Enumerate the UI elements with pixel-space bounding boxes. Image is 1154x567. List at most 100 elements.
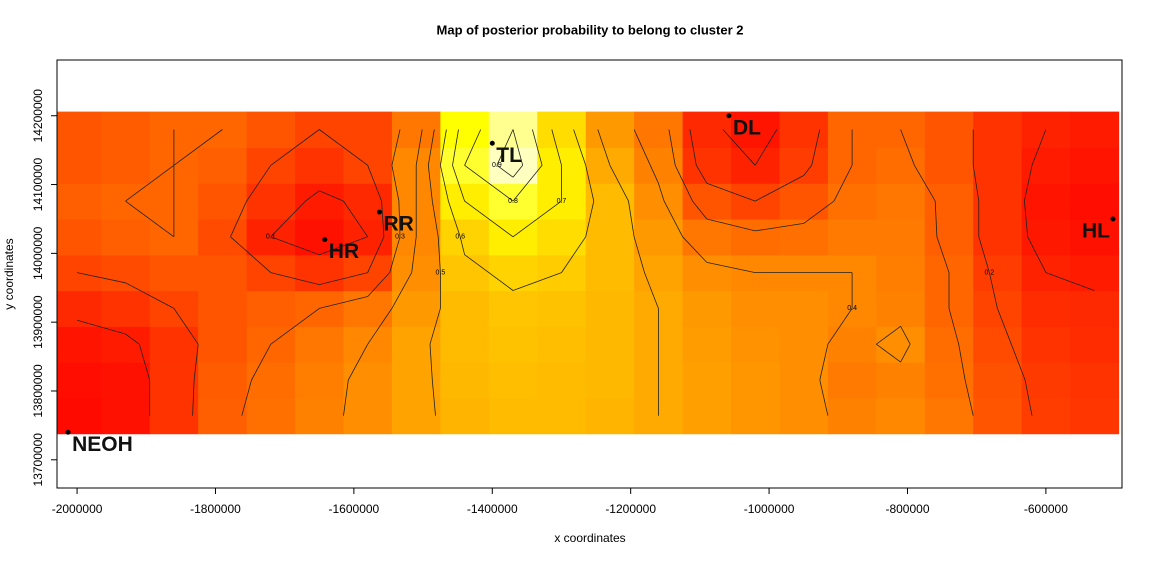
heat-cell [827,397,877,435]
heat-cell [198,362,248,399]
x-tick-label: -1200000 [605,502,656,516]
contour-label: 0.7 [557,198,567,205]
site-label: NEOH [72,433,133,456]
heat-cell [634,254,684,292]
heat-cell [537,326,587,363]
heat-cell [779,397,829,435]
heat-cell [1070,218,1120,256]
heat-cell [779,147,829,184]
heat-cell [57,326,102,363]
contour-label: 0.4 [847,305,857,312]
heat-cell [391,254,441,292]
contour-label: 0.8 [508,198,518,205]
heat-cell [876,254,926,292]
heat-cell [101,111,151,148]
heat-cell [488,362,538,399]
heat-cell [924,111,974,148]
site-label: RR [383,213,413,236]
heat-cell [198,111,248,148]
heat-cell [876,362,926,399]
heat-cell [198,326,248,363]
site-point [376,209,382,215]
contour-line [76,129,1095,416]
heat-cell [876,218,926,256]
heat-cell [924,326,974,363]
heat-cell [391,326,441,363]
plot-frame [56,59,1123,489]
heat-cell [876,290,926,327]
contour-label: 0.3 [395,234,405,241]
y-tick-label: 13800000 [31,364,45,418]
heat-cell [585,397,635,435]
heat-cell [149,397,199,435]
heat-cell [101,218,151,256]
heat-cell [246,183,296,220]
x-tick-label: -1800000 [190,502,241,516]
heat-cell [1070,147,1120,184]
heat-cell [440,326,490,363]
heat-cell [295,183,345,220]
y-tick-label: 14100000 [31,158,45,212]
contour-label: 0.5 [436,269,446,276]
heat-cell [198,147,248,184]
heat-cell [827,362,877,399]
x-axis-label: x coordinates [554,531,625,545]
heat-cell [682,147,732,184]
site-point [726,113,732,119]
heat-cell [101,290,151,327]
heat-cell [682,183,732,220]
contour-label: 0.6 [455,234,465,241]
heat-cell [198,218,248,256]
heat-cell [440,290,490,327]
contour-line [440,129,595,291]
heat-cell [682,254,732,292]
heat-cell [440,254,490,292]
heat-cell [343,218,393,256]
heat-cell [1070,362,1120,399]
heat-cell [731,218,781,256]
heat-cell [827,326,877,363]
heat-cell [488,254,538,292]
heat-cell [295,397,345,435]
heat-cell [634,183,684,220]
heat-cell [1070,111,1120,148]
heat-cell [391,397,441,435]
heat-cell [57,111,102,148]
heat-cell [1021,290,1071,327]
heat-cell [634,111,684,148]
heat-cell [246,290,296,327]
heat-cell [682,362,732,399]
contour-line [125,129,974,416]
site-label: HL [1082,219,1110,242]
x-tick-label: -600000 [1024,502,1068,516]
x-tick-label: -1000000 [744,502,795,516]
heat-cell [973,218,1023,256]
heat-cell [682,290,732,327]
heat-cell [391,362,441,399]
heat-cell [876,326,926,363]
plot-area: 0.1 0.2 0.3 0.4 0.5 0.6 0.7 0.8 0.9 [57,111,1120,435]
heat-cell [1021,397,1071,435]
heat-cell [537,290,587,327]
heat-cell [682,218,732,256]
heat-cell [876,183,926,220]
heat-cell [391,111,441,148]
heat-cell [198,290,248,327]
heat-cell [246,111,296,148]
heat-cell [634,218,684,256]
heat-cell [440,111,490,148]
heat-cell [1070,254,1120,292]
site-point [322,237,328,243]
heat-cell [57,147,102,184]
heat-cell [198,183,248,220]
x-tick-label: -2000000 [52,502,103,516]
heat-cell [827,183,877,220]
heat-cell [246,362,296,399]
heat-cell [440,218,490,256]
heat-cell [973,254,1023,292]
x-tick-label: -1600000 [329,502,380,516]
heat-cell [585,111,635,148]
chart-title: Map of posterior probability to belong t… [437,22,744,37]
heat-cell [149,362,199,399]
heat-cell [876,397,926,435]
